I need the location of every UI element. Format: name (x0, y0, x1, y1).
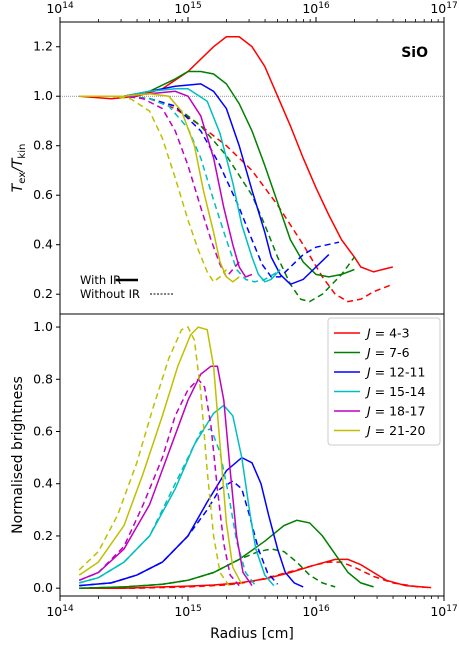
legend-label: J = 18-17 (364, 404, 425, 419)
with-ir-line (79, 93, 240, 283)
bottom-series-0 (79, 558, 432, 589)
with-ir-line (79, 70, 355, 278)
without-ir-line (79, 95, 227, 283)
legend-label: J = 7-6 (364, 345, 410, 360)
top-series-1 (79, 70, 356, 303)
legend-entry: J = 7-6 (334, 345, 410, 360)
legend-box (327, 317, 441, 446)
without-ir-line (78, 378, 240, 587)
y-tick-label: 0.8 (33, 371, 53, 386)
bottom-x-tick-label: 1016 (302, 604, 330, 619)
top-x-axis: 1014 1015 1016 1017 (46, 1, 458, 22)
y-tick-label: 0.2 (33, 286, 53, 301)
legend-label: J = 12-11 (364, 365, 425, 380)
top-series-0 (79, 36, 394, 303)
legend-entry: J = 15-14 (334, 384, 425, 399)
y-tick-label: 1.0 (33, 319, 53, 334)
top-x-tick-label: 1015 (174, 1, 201, 16)
top-series-4 (79, 90, 253, 279)
top-panel-frame (59, 21, 445, 315)
without-ir-line (79, 428, 256, 585)
legend-entry: J = 21-20 (334, 423, 425, 438)
with-ir-line (79, 88, 281, 283)
with-ir-line (78, 326, 243, 585)
with-ir-label: With IR (80, 273, 121, 287)
top-series-3 (79, 88, 281, 283)
y-tick-label: 1.0 (33, 88, 53, 103)
bottom-x-axis: 1014 1015 1016 1017 (46, 596, 458, 619)
y-tick-label: 0.6 (33, 424, 53, 439)
top-plot-area (60, 36, 444, 303)
without-ir-legend: Without IR (80, 287, 174, 301)
with-ir-line (79, 558, 432, 589)
legend: J = 4-3 J = 7-6 J = 12-11 J = 15-14 J = 18-1… (327, 317, 441, 446)
molecule-annotation: SiO (401, 45, 428, 61)
bottom-x-tick-label: 1017 (430, 604, 457, 619)
legend-entry: J = 12-11 (334, 365, 425, 380)
bottom-series-3 (79, 404, 275, 587)
bottom-plot-area (78, 326, 432, 589)
bottom-series-4 (78, 365, 253, 587)
bottom-y-axis-label: Normalised brightness (10, 376, 26, 534)
without-ir-line (79, 480, 279, 587)
legend-label: J = 15-14 (364, 384, 425, 399)
top-y-axis-label: Tex/Tkin (10, 144, 28, 193)
y-tick-label: 0.6 (33, 187, 53, 202)
top-y-axis: 0.2 0.4 0.6 0.8 1.0 1.2 (33, 39, 60, 301)
y-tick-label: 0.4 (33, 237, 53, 252)
y-tick-label: 0.2 (33, 528, 53, 543)
y-tick-label: 0.8 (33, 138, 53, 153)
with-ir-line (79, 36, 393, 273)
without-ir-line (79, 95, 278, 283)
top-series-5 (79, 93, 240, 283)
y-tick-label: 0.4 (33, 476, 53, 491)
without-ir-line (79, 95, 356, 303)
legend-entry: J = 18-17 (334, 404, 425, 419)
top-x-tick-label: 1016 (302, 1, 330, 16)
legend-entry: J = 4-3 (334, 326, 410, 341)
with-ir-line (79, 90, 253, 278)
with-ir-line (79, 519, 374, 589)
top-panel: 0.2 0.4 0.6 0.8 1.0 1.2 1014 1015 1016 1017 Tex/… (10, 1, 458, 315)
with-ir-line (79, 83, 330, 286)
without-ir-line (78, 326, 230, 587)
y-tick-label: 1.2 (33, 39, 53, 54)
with-ir-line (78, 365, 253, 587)
without-ir-line (79, 95, 340, 278)
bottom-series-1 (79, 519, 374, 589)
y-tick-label: 0.0 (33, 580, 53, 595)
without-ir-label: Without IR (80, 287, 140, 301)
bottom-x-tick-label: 1015 (174, 604, 201, 619)
top-series-2 (79, 83, 340, 286)
bottom-panel-frame (59, 313, 445, 597)
legend-label: J = 4-3 (364, 326, 410, 341)
without-ir-line (79, 95, 240, 279)
top-x-tick-label: 1014 (46, 1, 74, 16)
x-axis-label: Radius [cm] (210, 626, 294, 642)
top-x-tick-label: 1017 (430, 1, 457, 16)
bottom-x-tick-label: 1014 (46, 604, 74, 619)
bottom-y-axis: 0.0 0.2 0.4 0.6 0.8 1.0 (33, 319, 60, 595)
with-ir-legend: With IR (80, 273, 138, 287)
with-ir-line (79, 404, 275, 587)
bottom-series-5 (78, 326, 243, 587)
legend-label: J = 21-20 (364, 423, 425, 438)
with-ir-line (79, 456, 304, 588)
bottom-series-2 (79, 456, 304, 588)
bottom-panel: 0.0 0.2 0.4 0.6 0.8 1.0 1014 1015 1016 1017 Norm… (10, 313, 458, 642)
